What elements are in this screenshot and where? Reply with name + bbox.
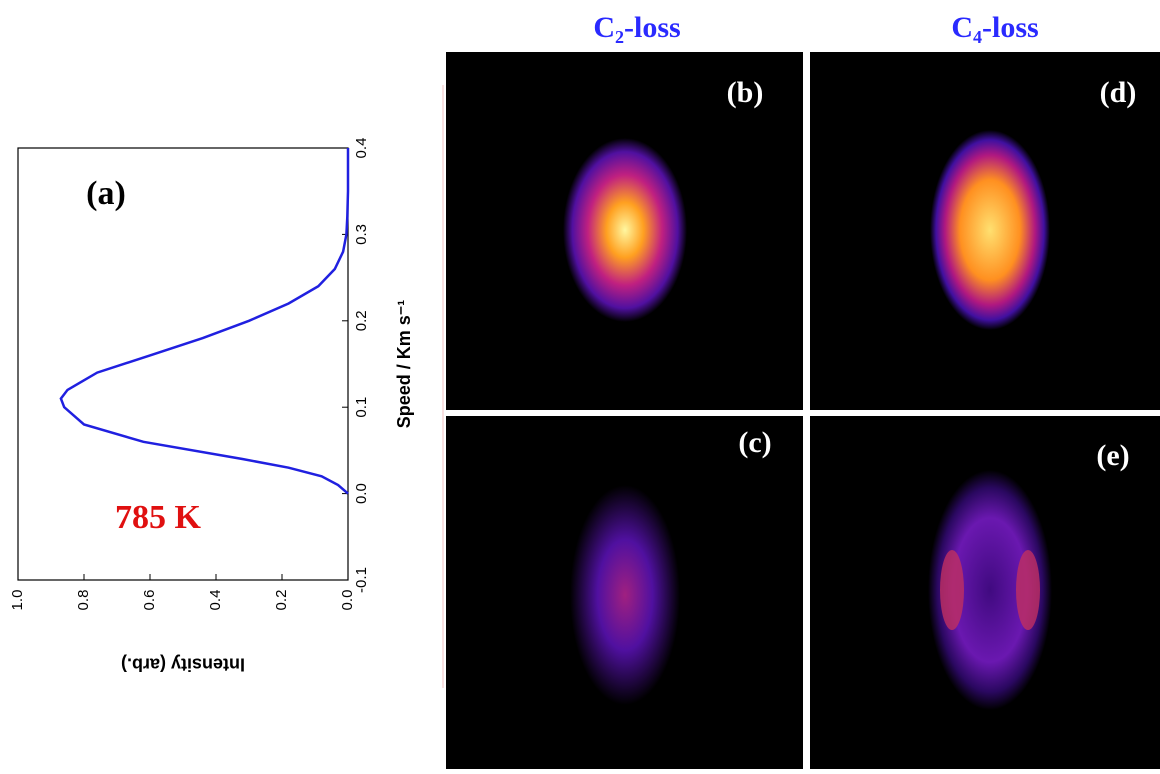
- image-blob: [570, 485, 680, 705]
- data-line: [59, 148, 350, 495]
- image-blob: [1016, 550, 1040, 630]
- annotation: 785 K: [115, 499, 202, 536]
- image-blob: [930, 130, 1050, 330]
- x-tick-label: 0.0: [353, 483, 370, 504]
- image-blob: [563, 138, 687, 322]
- x-tick-label: 0.1: [353, 397, 370, 418]
- panel-label: (e): [1096, 439, 1129, 472]
- x-tick-label: -0.1: [353, 567, 370, 593]
- y-tick-label: 0.6: [141, 590, 158, 611]
- y-tick-label: 0.4: [207, 590, 224, 611]
- image-blob: [928, 470, 1052, 710]
- plot-frame: [17, 147, 349, 581]
- image-blob: [940, 550, 964, 630]
- y-tick-label: 1.0: [9, 590, 26, 611]
- image-title: C₄-loss: [951, 11, 1038, 44]
- y-axis-label: Intensity (arb.): [121, 654, 245, 674]
- panel-label: (c): [738, 426, 771, 459]
- x-axis-label: Speed / Km s⁻¹: [394, 300, 414, 429]
- x-tick-label: 0.4: [353, 138, 370, 159]
- panel-label: (b): [727, 76, 764, 109]
- x-tick-label: 0.2: [353, 310, 370, 331]
- y-tick-label: 0.2: [273, 590, 290, 611]
- y-tick-label: 0.8: [75, 590, 92, 611]
- panel-label: (d): [1100, 76, 1137, 109]
- x-tick-label: 0.3: [353, 224, 370, 245]
- panel-label: (a): [86, 175, 126, 212]
- image-title: C₂-loss: [593, 11, 680, 44]
- y-tick-label: 0.0: [339, 590, 356, 611]
